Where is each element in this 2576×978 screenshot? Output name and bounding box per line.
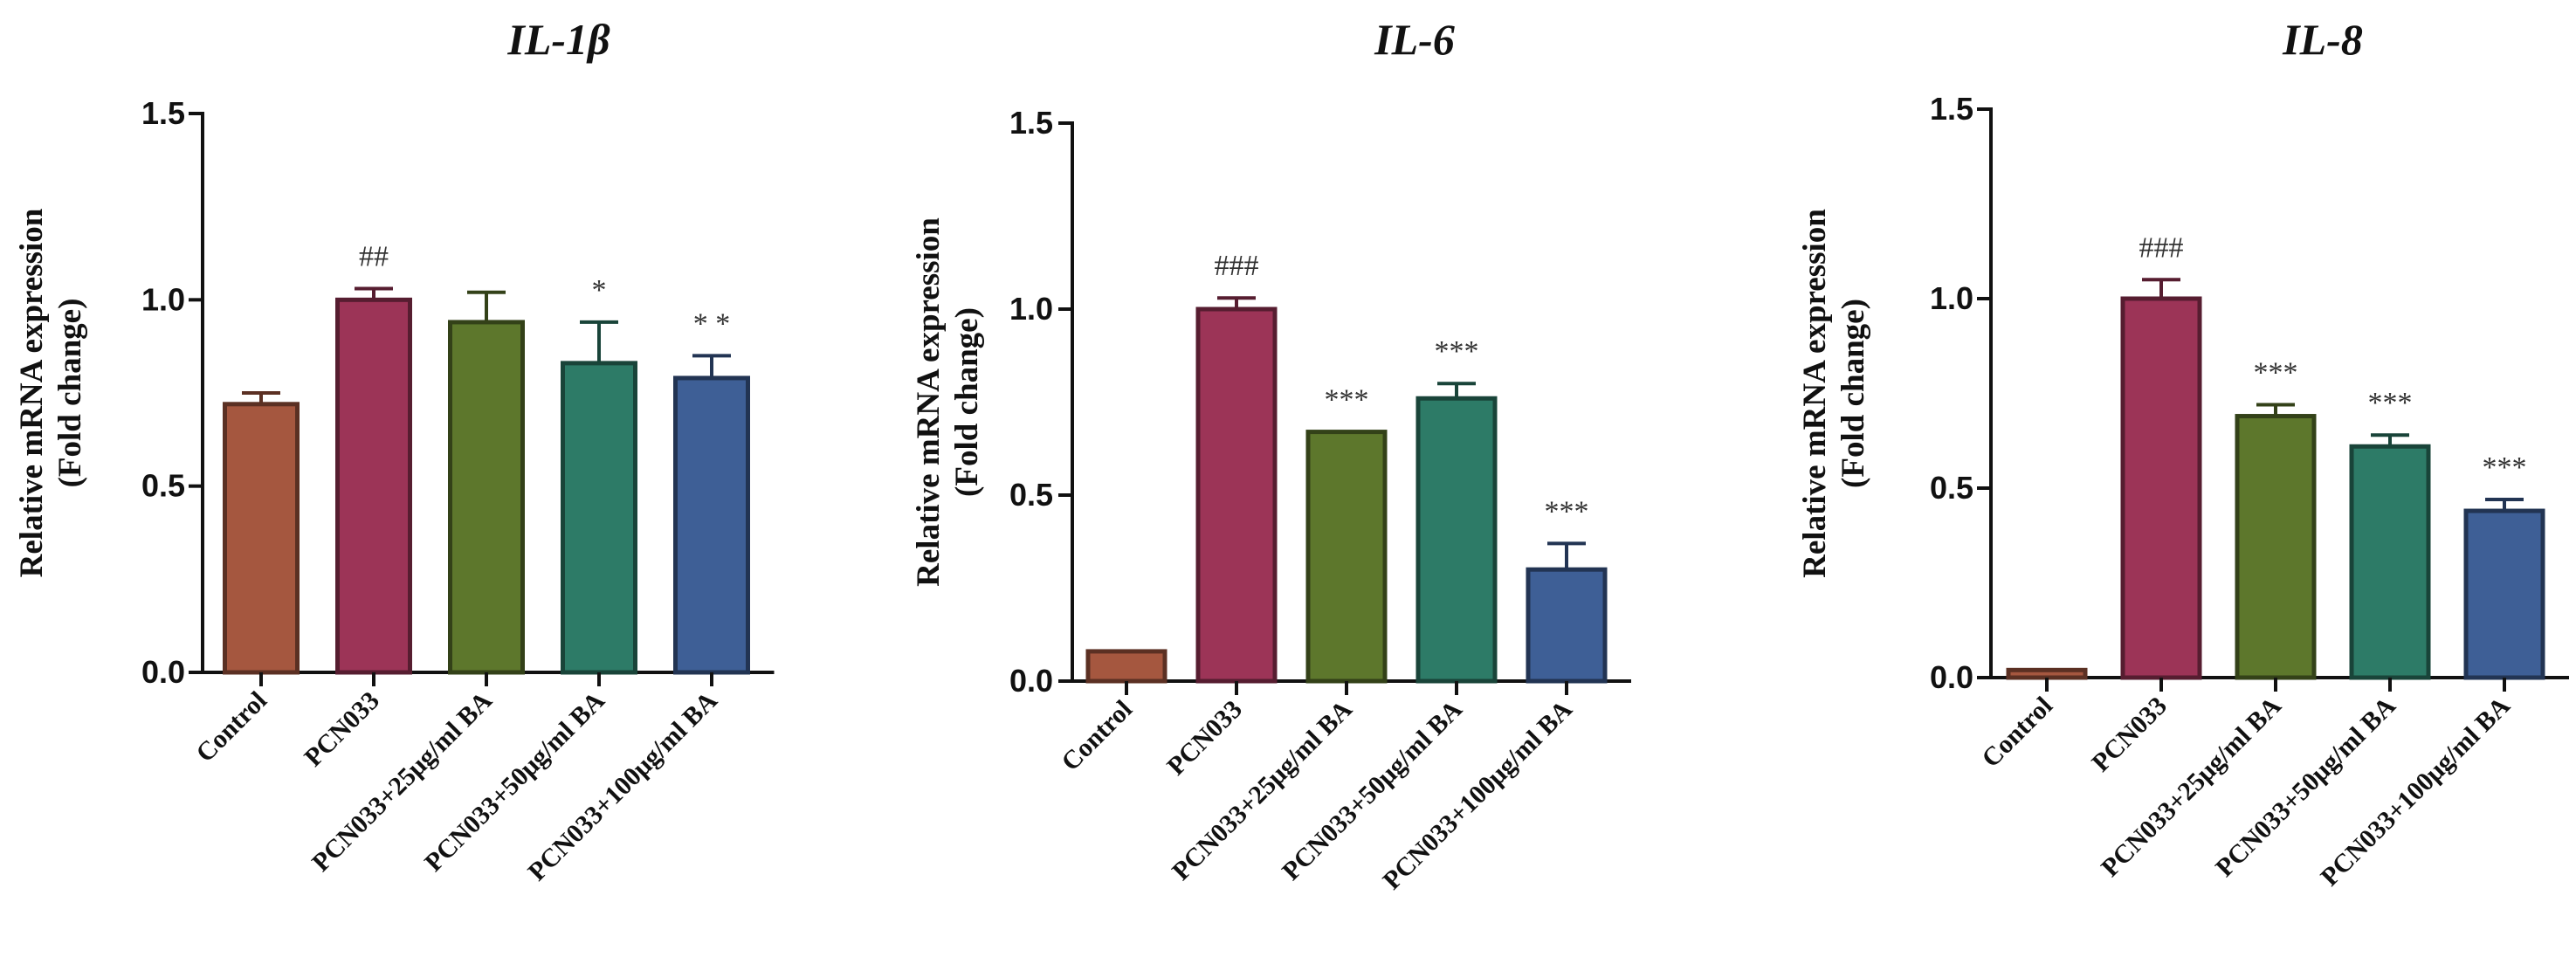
y-tick-label: 1.0 bbox=[1009, 291, 1053, 327]
y-axis-label-unit: (Fold change) bbox=[52, 299, 88, 488]
y-axis-label-unit: (Fold change) bbox=[1836, 299, 1871, 488]
x-tick-label: Control bbox=[1056, 695, 1138, 777]
bar-2 bbox=[2120, 296, 2202, 680]
y-tick-label: 1.5 bbox=[141, 95, 185, 131]
x-tick-label: PCN033 bbox=[299, 686, 385, 773]
significance-label: *** bbox=[2254, 357, 2298, 389]
y-tick-label: 1.0 bbox=[141, 281, 185, 317]
y-tick-label: 1.0 bbox=[1930, 280, 1973, 316]
significance-label: ## bbox=[359, 241, 389, 273]
x-tick-label: PCN033 bbox=[1161, 695, 1248, 782]
bar-4 bbox=[2349, 444, 2431, 680]
y-tick-label: 0.5 bbox=[1009, 477, 1053, 513]
y-tick-label: 0.5 bbox=[141, 468, 185, 504]
bar-1 bbox=[2006, 667, 2088, 680]
chart-title: IL-8 bbox=[2282, 15, 2363, 64]
bar-4 bbox=[1415, 396, 1498, 684]
y-tick-label: 0.0 bbox=[1930, 659, 1973, 695]
bar-3 bbox=[448, 320, 525, 675]
y-tick-label: 0.0 bbox=[1009, 663, 1053, 699]
y-axis-label: Relative mRNA expression bbox=[14, 208, 50, 577]
x-tick-label: PCN033 bbox=[2086, 692, 2173, 778]
significance-label: * * bbox=[693, 307, 731, 340]
chart-2: IL-6 Relative mRNA expression (Fold change… bbox=[911, 15, 1631, 895]
x-tick-label: PCN033+100μg/ml BA bbox=[522, 685, 723, 886]
x-tick-label: Control bbox=[190, 686, 272, 768]
y-tick-label: 1.5 bbox=[1930, 91, 1973, 127]
chart-3: IL-8 Relative mRNA expression (Fold change… bbox=[1797, 15, 2569, 892]
chart-title: IL-1β bbox=[506, 15, 610, 64]
significance-label: ### bbox=[1215, 250, 1259, 282]
chart-1: IL-1β Relative mRNA expression (Fold chang… bbox=[14, 15, 775, 886]
significance-label: *** bbox=[2368, 387, 2413, 419]
significance-label: *** bbox=[1435, 335, 1479, 368]
bar-4 bbox=[561, 361, 637, 675]
y-axis-label: Relative mRNA expression bbox=[911, 217, 947, 587]
bar-5 bbox=[673, 375, 750, 675]
bar-2 bbox=[1195, 306, 1278, 684]
bar-5 bbox=[1526, 567, 1608, 684]
y-axis-label: Relative mRNA expression bbox=[1797, 209, 1833, 578]
significance-label: *** bbox=[1545, 495, 1589, 527]
bar-1 bbox=[1085, 649, 1167, 684]
x-tick-label: PCN033+100μg/ml BA bbox=[2315, 691, 2516, 892]
y-axis-label-unit: (Fold change) bbox=[949, 307, 985, 497]
x-tick-label: PCN033+100μg/ml BA bbox=[1377, 694, 1578, 895]
significance-label: * bbox=[592, 274, 607, 306]
x-tick-label: PCN033+50μg/ml BA bbox=[1277, 694, 1468, 885]
y-tick-label: 1.5 bbox=[1009, 105, 1053, 141]
bar-3 bbox=[2235, 414, 2317, 680]
significance-label: ### bbox=[2139, 231, 2184, 264]
bar-5 bbox=[2463, 508, 2545, 680]
bar-3 bbox=[1305, 430, 1388, 684]
bar-2 bbox=[335, 297, 412, 675]
significance-label: *** bbox=[1325, 384, 1369, 417]
significance-label: *** bbox=[2483, 451, 2527, 484]
bar-1 bbox=[223, 402, 300, 675]
y-tick-label: 0.5 bbox=[1930, 470, 1973, 506]
x-tick-label: PCN033+25μg/ml BA bbox=[1167, 694, 1358, 885]
y-tick-label: 0.0 bbox=[141, 654, 185, 690]
x-tick-label: Control bbox=[1976, 692, 2058, 774]
chart-title: IL-6 bbox=[1374, 15, 1455, 64]
